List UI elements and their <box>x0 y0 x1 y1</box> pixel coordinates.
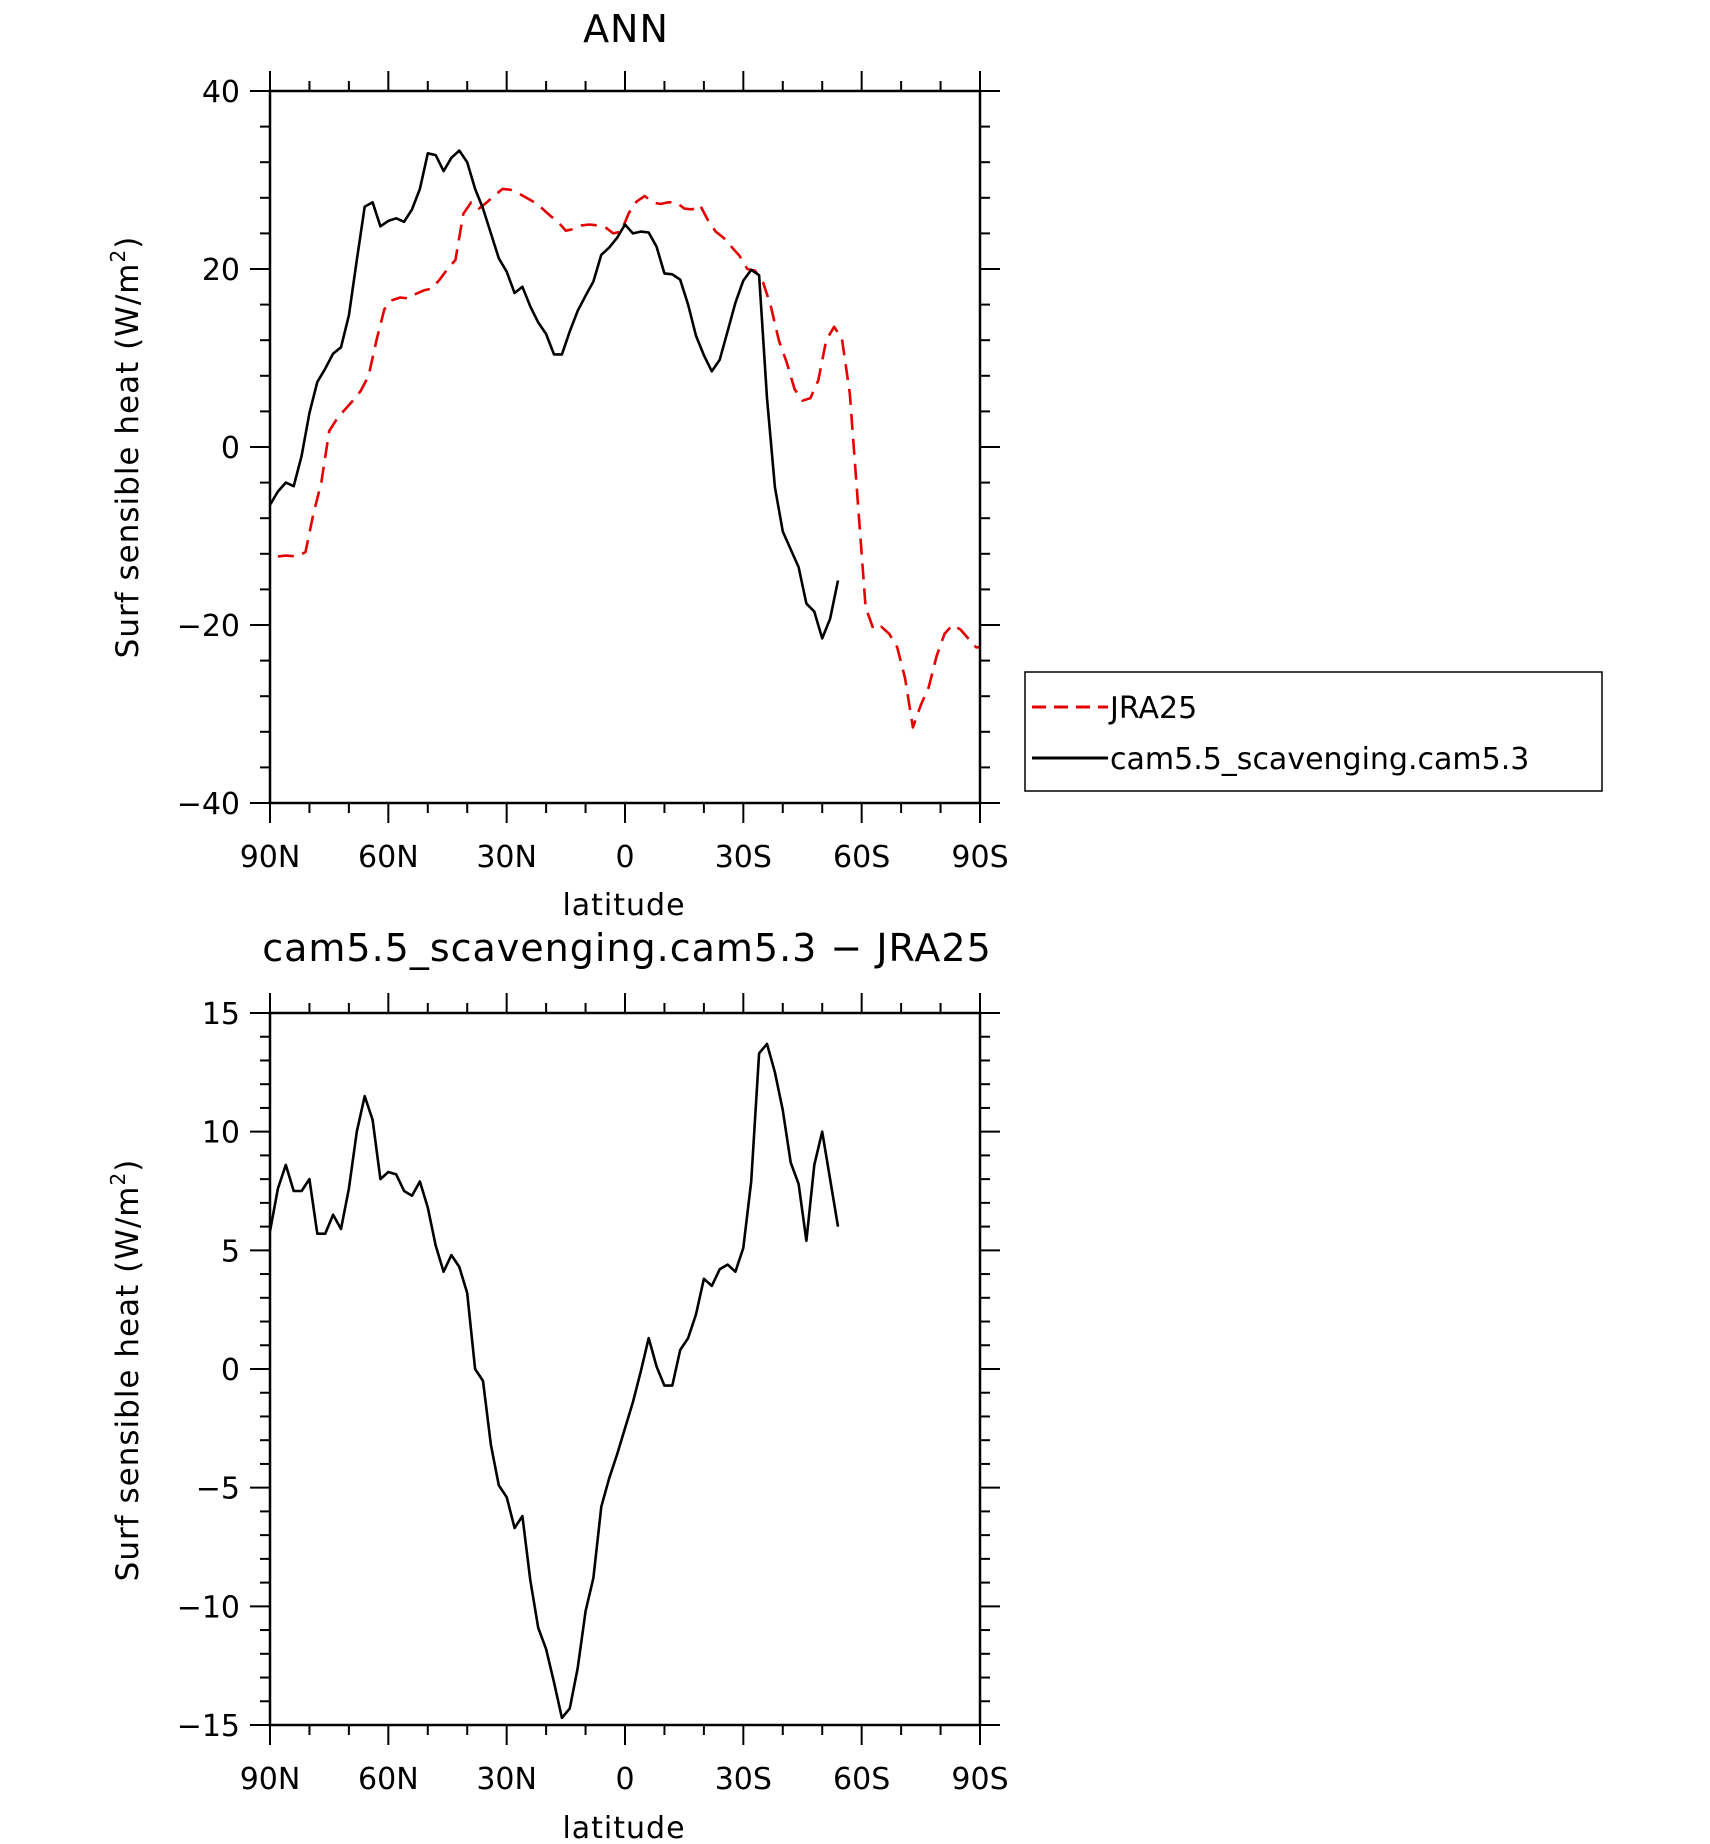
bottom-xtick-label: 90S <box>951 1762 1008 1797</box>
top-xtick-label: 30S <box>715 840 772 875</box>
top-chart-title: ANN <box>583 7 669 51</box>
top-ytick-label: −20 <box>177 609 240 644</box>
top-xtick-label: 90N <box>240 840 301 875</box>
bottom-xtick-labels: 90N 60N 30N 0 30S 60S 90S <box>240 1762 1009 1797</box>
bottom-series-layer <box>268 1042 840 1720</box>
bottom-plot-frame <box>268 1011 982 1727</box>
bottom-panel: cam5.5_scavenging.cam5.3 − JRA25 −15−10−… <box>106 926 1009 1844</box>
top-xtick-labels: 90N 60N 30N 0 30S 60S 90S <box>240 840 1009 875</box>
bottom-y-axis-label-main: Surf sensible heat (W/m <box>110 1186 146 1582</box>
bottom-xtick-label: 0 <box>615 1762 634 1797</box>
bottom-chart-title: cam5.5_scavenging.cam5.3 − JRA25 <box>262 926 992 970</box>
top-xtick-label: 90S <box>951 840 1008 875</box>
top-xtick-label: 60N <box>358 840 419 875</box>
bottom-xtick-label: 30S <box>715 1762 772 1797</box>
bottom-x-axis-label: latitude <box>562 1811 685 1844</box>
top-x-axis-label: latitude <box>562 888 685 923</box>
top-series-layer <box>268 149 980 729</box>
legend: JRA25 cam5.5_scavenging.cam5.3 <box>1024 671 1603 792</box>
bottom-ytick-label: 5 <box>221 1234 240 1269</box>
top-y-axis-label-superscript: 2 <box>106 249 130 263</box>
legend-label-cam: cam5.5_scavenging.cam5.3 <box>1110 742 1529 777</box>
bottom-ytick-label: −5 <box>196 1472 240 1507</box>
top-xtick-label: 0 <box>615 840 634 875</box>
legend-box <box>1024 671 1603 792</box>
bottom-xtick-label: 60N <box>358 1762 419 1797</box>
bottom-ytick-label: 0 <box>221 1353 240 1388</box>
top-y-axis-label-main: Surf sensible heat (W/m <box>110 263 146 659</box>
top-ytick-labels: −40 −20 0 20 40 <box>177 75 240 822</box>
top-y-axis-label: Surf sensible heat (W/m2) <box>106 236 146 659</box>
top-plot-frame <box>268 89 982 805</box>
top-series-line-jra25 <box>277 187 980 729</box>
top-xtick-label: 30N <box>476 840 537 875</box>
top-ytick-label: −40 <box>177 787 240 822</box>
top-ytick-label: 0 <box>221 431 240 466</box>
bottom-ytick-label: 10 <box>202 1116 240 1151</box>
bottom-xtick-label: 90N <box>240 1762 301 1797</box>
bottom-series-line-0 <box>268 1042 840 1720</box>
bottom-ytick-label: −15 <box>177 1709 240 1744</box>
top-y-axis-label-suffix: ) <box>110 236 146 249</box>
bottom-y-axis-label-superscript: 2 <box>106 1172 130 1186</box>
top-panel: ANN −40 −20 0 20 40 90N 60N 30N 0 30S 60S 90S Surf… <box>106 7 1603 923</box>
top-ytick-label: 20 <box>202 253 240 288</box>
bottom-ytick-label: 15 <box>202 997 240 1032</box>
top-series-line-cam5-5-scavenging-cam5-3 <box>268 149 840 640</box>
bottom-ytick-labels: −15 −10 −5 0 5 10 15 <box>177 997 240 1744</box>
bottom-y-axis-label-suffix: ) <box>110 1159 146 1172</box>
bottom-xtick-label: 30N <box>476 1762 537 1797</box>
top-plot-area: −40 −20 0 20 40 90N 60N 30N 0 30S 60S 90S <box>177 71 1009 875</box>
top-xtick-label: 60S <box>833 840 890 875</box>
bottom-xtick-label: 60S <box>833 1762 890 1797</box>
bottom-ytick-label: −10 <box>177 1590 240 1625</box>
bottom-ticks-layer <box>250 993 1000 1745</box>
top-ticks-layer <box>250 71 1000 823</box>
bottom-plot-area: −15 −10 −5 0 5 10 15 90N 60N 30N 0 30S 60S 90S <box>177 993 1009 1797</box>
legend-label-jra25: JRA25 <box>1108 691 1197 726</box>
bottom-y-axis-label: Surf sensible heat (W/m2) <box>106 1159 146 1582</box>
top-ytick-label: 40 <box>202 75 240 110</box>
